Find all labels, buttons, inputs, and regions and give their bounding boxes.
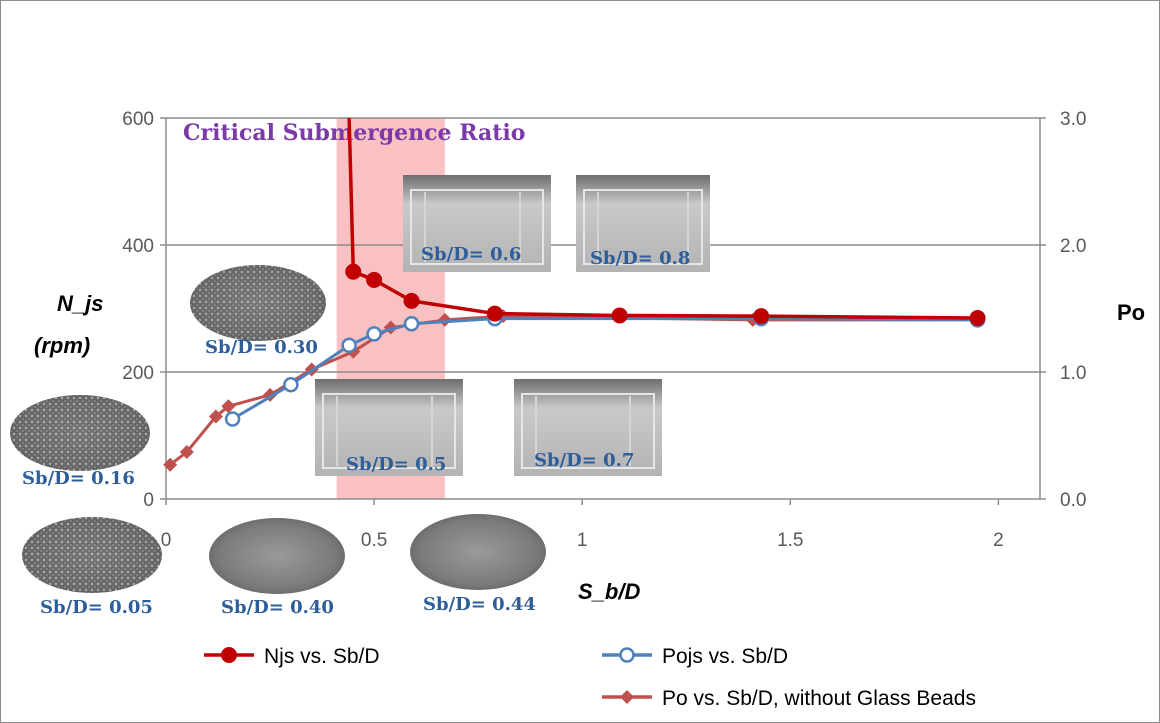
photo-label-0.8: Sb/D= 0.8 bbox=[590, 248, 690, 269]
data-point bbox=[753, 308, 770, 325]
right-tick-labels: 0.0 1.0 2.0 3.0 bbox=[1060, 109, 1086, 511]
data-point bbox=[403, 315, 420, 332]
legend-item-1: Pojs vs. Sb/D bbox=[602, 645, 788, 668]
y-axis-title-main: N_js bbox=[57, 291, 103, 316]
series-line bbox=[231, 317, 978, 421]
x-tick-label: 1 bbox=[577, 530, 588, 551]
data-point bbox=[437, 312, 452, 327]
data-point bbox=[224, 411, 241, 427]
photo-label-0.30: Sb/D= 0.30 bbox=[205, 337, 318, 358]
photo-labels: Sb/D= 0.05 Sb/D= 0.16 Sb/D= 0.30 Sb/D= 0… bbox=[22, 244, 690, 618]
round-photo-0.40 bbox=[209, 518, 345, 594]
data-point bbox=[179, 445, 194, 460]
x-axis-title: S_b/D bbox=[578, 579, 640, 604]
beaker-photo-0.7 bbox=[514, 379, 662, 476]
round-photo-0.16 bbox=[10, 395, 150, 471]
right-axis-title: Po bbox=[1117, 300, 1145, 325]
left-tick-label: 200 bbox=[122, 363, 154, 384]
data-point bbox=[366, 326, 382, 342]
data-point bbox=[283, 376, 299, 393]
round-photo-0.30 bbox=[190, 265, 326, 341]
data-point bbox=[163, 457, 178, 472]
data-point bbox=[969, 310, 986, 327]
left-tick-labels: 0 200 400 600 bbox=[122, 109, 154, 511]
data-point bbox=[620, 690, 634, 704]
photo-label-0.7: Sb/D= 0.7 bbox=[534, 450, 634, 471]
x-tick-label: 2 bbox=[993, 530, 1004, 551]
y-axis-title-unit: (rpm) bbox=[34, 333, 90, 358]
round-photo-0.44 bbox=[410, 514, 546, 590]
right-tick-label: 0.0 bbox=[1060, 490, 1086, 511]
data-point bbox=[221, 647, 237, 663]
data-point bbox=[619, 647, 635, 663]
beaker-photo-0.6 bbox=[403, 175, 551, 272]
photo-label-0.40: Sb/D= 0.40 bbox=[221, 597, 334, 618]
data-point bbox=[345, 263, 362, 280]
left-tick-label: 400 bbox=[122, 236, 154, 257]
legend-item-2: Po vs. Sb/D, without Glass Beads bbox=[602, 687, 976, 710]
series-layer bbox=[163, 117, 986, 472]
legend: Njs vs. Sb/D Pojs vs. Sb/D Po vs. Sb/D, wi… bbox=[204, 645, 976, 710]
data-point bbox=[221, 399, 236, 414]
photo-label-0.16: Sb/D= 0.16 bbox=[22, 468, 135, 489]
y-axis-title-symbol: N_js bbox=[57, 291, 103, 316]
data-point bbox=[403, 292, 420, 309]
x-tick-labels: 0 0.5 1 1.5 2 bbox=[161, 530, 1004, 551]
series-0 bbox=[345, 117, 986, 327]
photo-label-0.6: Sb/D= 0.6 bbox=[421, 244, 521, 265]
legend-label: Njs vs. Sb/D bbox=[264, 645, 380, 668]
right-tick-label: 2.0 bbox=[1060, 236, 1086, 257]
critical-region-label: Critical Submergence Ratio bbox=[183, 120, 525, 146]
right-tick-label: 3.0 bbox=[1060, 109, 1086, 130]
data-point bbox=[486, 305, 503, 322]
series-line bbox=[169, 314, 978, 466]
x-tick-label: 0.5 bbox=[361, 530, 387, 551]
beaker-photo-0.5 bbox=[315, 379, 463, 476]
photo-label-0.5: Sb/D= 0.5 bbox=[346, 454, 446, 475]
data-point bbox=[341, 337, 357, 354]
legend-label: Pojs vs. Sb/D bbox=[662, 645, 788, 668]
right-tick-label: 1.0 bbox=[1060, 363, 1086, 384]
photo-insets bbox=[10, 175, 710, 594]
data-point bbox=[611, 307, 628, 324]
data-point bbox=[208, 409, 223, 424]
photo-label-0.44: Sb/D= 0.44 bbox=[423, 594, 536, 615]
x-tick-label: 1.5 bbox=[777, 530, 803, 551]
round-photo-0.05 bbox=[22, 517, 162, 593]
x-tick-label: 0 bbox=[161, 530, 172, 551]
left-tick-label: 0 bbox=[143, 490, 154, 511]
data-point bbox=[366, 271, 383, 288]
legend-label: Po vs. Sb/D, without Glass Beads bbox=[662, 687, 976, 710]
left-tick-label: 600 bbox=[122, 109, 154, 130]
photo-label-0.05: Sb/D= 0.05 bbox=[40, 597, 153, 618]
beaker-photo-0.8 bbox=[576, 175, 710, 272]
legend-item-0: Njs vs. Sb/D bbox=[204, 645, 380, 668]
